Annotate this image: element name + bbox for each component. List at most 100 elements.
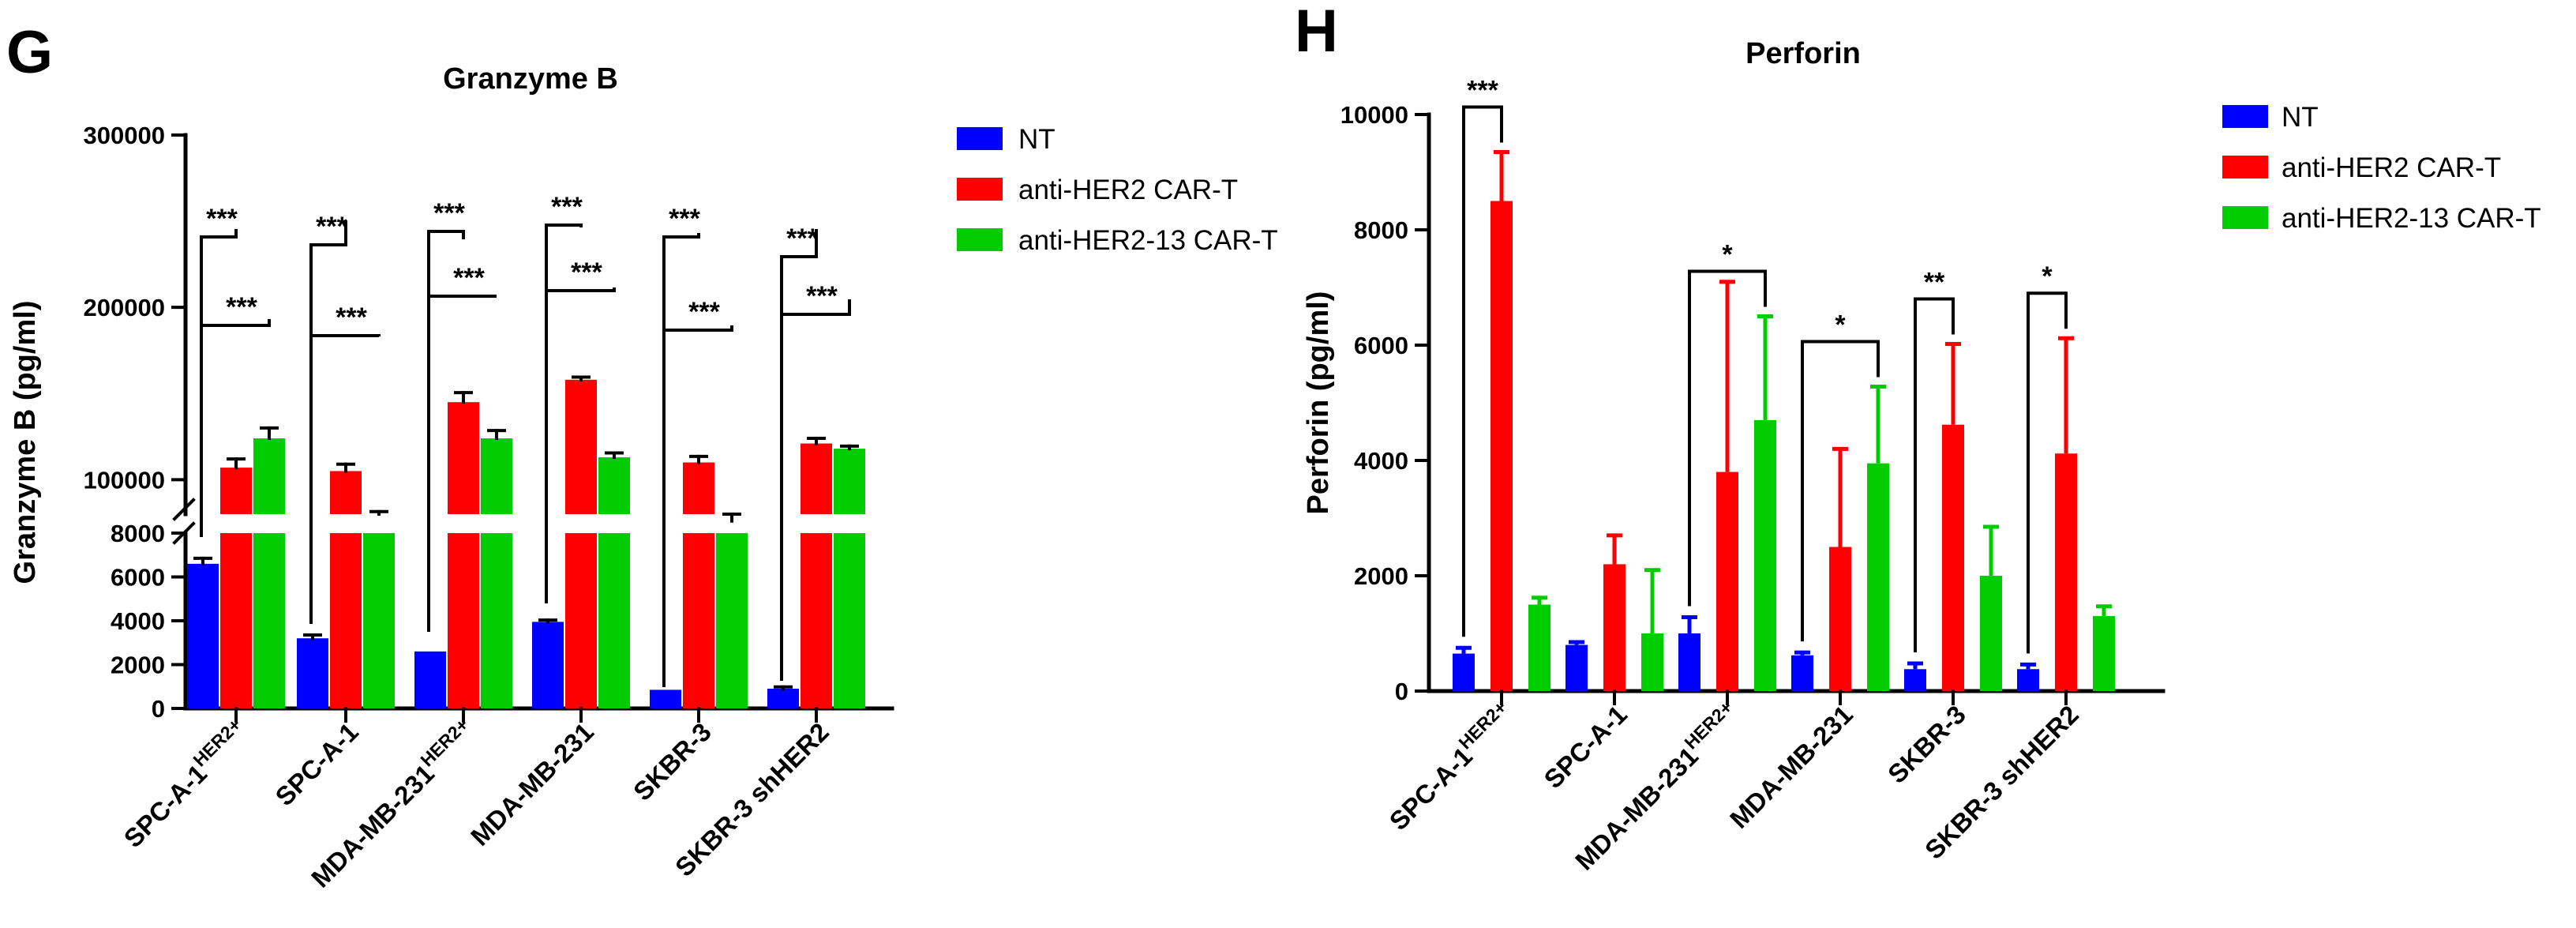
x-tick-label-main: MDA-MB-231: [1724, 700, 1858, 834]
panel-letter-h: H: [1295, 0, 1338, 65]
significance-bracket-g: [664, 325, 733, 332]
legend-swatch-g: [957, 228, 1003, 251]
bar-g: [565, 379, 597, 514]
bar-g: [330, 471, 362, 514]
bar-lower-segment-g: [363, 533, 395, 708]
bar-g: [481, 438, 512, 514]
significance-bracket-g: [309, 220, 347, 624]
legend-swatch-h: [2222, 206, 2268, 229]
bar-g: [187, 563, 219, 708]
significance-label-g: ***: [669, 204, 700, 234]
y-tick-label-g: 4000: [111, 607, 165, 635]
bar-h: [1791, 655, 1813, 691]
significance-bracket-g: [200, 229, 238, 537]
significance-label-g: ***: [433, 198, 465, 228]
legend-label-h: anti-HER2-13 CAR-T: [2282, 203, 2541, 234]
significance-bracket-h: [2027, 291, 2068, 654]
legend-label-g: anti-HER2-13 CAR-T: [1018, 225, 1278, 256]
x-tick-label-main: MDA-MB-231: [465, 717, 599, 851]
bar-g: [414, 651, 446, 708]
significance-label-h: *: [1722, 240, 1733, 270]
bar-h: [1716, 472, 1738, 691]
bar-h: [1904, 669, 1926, 691]
significance-bracket-h: [1801, 340, 1880, 642]
significance-label-h: ***: [1467, 75, 1498, 105]
significance-label-g: ***: [453, 263, 485, 293]
significance-label-g: ***: [226, 292, 257, 322]
y-tick-label-h: 4000: [1354, 447, 1408, 475]
bar-g: [801, 443, 832, 514]
significance-bracket-g: [546, 287, 616, 292]
bar-g: [834, 449, 865, 514]
significance-label-h: *: [1835, 310, 1846, 340]
significance-label-g: ***: [206, 204, 238, 234]
panel-letter-g: G: [6, 19, 53, 86]
legend-swatch-g: [957, 178, 1003, 201]
bar-h: [1942, 424, 1964, 691]
significance-bracket-g: [662, 233, 700, 687]
significance-label-g: ***: [571, 257, 602, 287]
x-tick-label-superscript: HER2+: [1680, 697, 1736, 753]
significance-bracket-g: [782, 299, 851, 316]
x-tick-label-h: SKBR-3: [1882, 700, 1971, 789]
bar-h: [1754, 419, 1776, 691]
bar-lower-segment-g: [448, 533, 479, 708]
x-tick-label-main: SPC-A-1: [1538, 700, 1633, 795]
y-tick-label-g: 8000: [111, 520, 165, 547]
significance-label-h: **: [1924, 268, 1945, 298]
significance-label-g: ***: [316, 212, 347, 242]
bar-g: [297, 638, 328, 708]
legend-swatch-g: [957, 127, 1003, 150]
bar-h: [2055, 453, 2077, 691]
legend-label-h: anti-HER2 CAR-T: [2282, 152, 2501, 183]
y-axis-label-g: Granzyme B (pg/ml): [9, 301, 42, 584]
x-tick-label-h: MDA-MB-231: [1724, 700, 1858, 834]
bar-h: [1490, 201, 1513, 691]
bar-h: [1641, 633, 1663, 691]
y-tick-label-h: 8000: [1354, 216, 1408, 244]
bar-h: [1453, 653, 1475, 691]
significance-bracket-h: [1688, 269, 1767, 607]
chart-title-h: Perforin: [1745, 37, 1861, 70]
significance-label-g: ***: [336, 302, 367, 333]
significance-label-g: ***: [551, 192, 583, 222]
significance-label-g: ***: [806, 281, 838, 311]
x-tick-label-main: SPC-A-1: [269, 717, 364, 812]
y-tick-label-h: 6000: [1354, 332, 1408, 359]
y-tick-label-g: 300000: [84, 122, 165, 149]
significance-bracket-g: [545, 224, 583, 603]
bar-lower-segment-g: [801, 533, 832, 708]
bar-h: [1867, 463, 1889, 691]
y-tick-label-g: 2000: [111, 652, 165, 679]
x-tick-label-superscript: HER2+: [189, 714, 245, 770]
bar-lower-segment-g: [220, 533, 252, 708]
x-tick-label-g: SPC-A-1: [269, 717, 364, 812]
bar-lower-segment-g: [481, 533, 512, 708]
y-tick-label-g: 100000: [84, 466, 165, 494]
y-axis-label-h: Perforin (pg/ml): [1302, 291, 1335, 515]
legend-swatch-h: [2222, 105, 2268, 128]
x-tick-label-main: SKBR-3: [1882, 700, 1971, 789]
bar-h: [1603, 564, 1625, 691]
x-tick-label-superscript: HER2+: [1454, 697, 1510, 753]
significance-label-h: *: [2042, 261, 2053, 291]
x-tick-label-main: SPC-A-1: [1384, 742, 1479, 836]
chart-title-g: Granzyme B: [443, 62, 618, 96]
x-tick-label-superscript: HER2+: [416, 714, 472, 770]
x-tick-label-g: MDA-MB-231: [465, 717, 599, 851]
bar-h: [1678, 633, 1700, 691]
y-tick-label-g: 200000: [84, 294, 165, 321]
x-tick-label-g: SKBR-3: [628, 717, 717, 806]
bar-lower-segment-g: [683, 533, 714, 708]
bar-g: [448, 402, 479, 514]
y-tick-label-g: 0: [152, 695, 165, 723]
bar-h: [2017, 669, 2039, 691]
significance-label-g: ***: [786, 224, 818, 254]
significance-bracket-g: [780, 229, 818, 681]
significance-bracket-h: [1914, 297, 1955, 652]
y-tick-label-h: 10000: [1340, 101, 1408, 129]
bar-h: [2093, 616, 2115, 691]
y-tick-label-h: 0: [1395, 678, 1408, 705]
legend-label-h: NT: [2282, 102, 2319, 133]
significance-bracket-h: [1462, 105, 1503, 637]
